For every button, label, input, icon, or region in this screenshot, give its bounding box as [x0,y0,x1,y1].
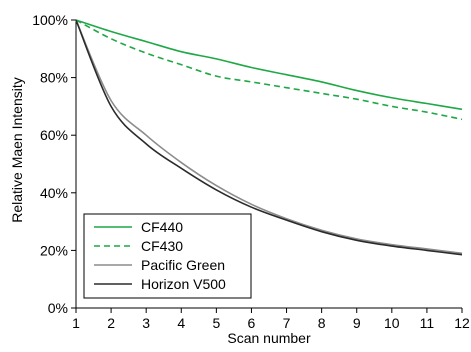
x-tick-label: 2 [107,315,115,331]
y-tick-label: 60% [40,127,68,143]
x-tick-label: 7 [283,315,291,331]
series-line-cf430 [75,19,463,121]
x-axis-title: Scan number [227,330,311,346]
x-tick-label: 12 [454,315,470,331]
x-tick-label: 6 [248,315,256,331]
y-tick-label: 20% [40,242,68,258]
y-tick-label: 0% [48,300,68,316]
x-tick-label: 10 [384,315,400,331]
legend: CF440 CF430 Pacific Green Horizon V500 [83,213,252,299]
series-line-pacific-green [75,19,463,255]
legend-label-horizon-v500: Horizon V500 [141,276,226,292]
legend-label-pacific-green: Pacific Green [141,257,225,273]
y-tick-label: 40% [40,185,68,201]
y-tick-label: 100% [32,12,68,28]
x-tick-label: 8 [318,315,326,331]
x-tick-label: 9 [353,315,361,331]
series-line-cf440 [75,19,463,111]
legend-label-cf440: CF440 [141,219,183,235]
x-tick-label: 5 [212,315,220,331]
y-axis-title: Relative Maen Intensity [9,77,25,223]
legend-label-cf430: CF430 [141,238,183,254]
x-tick-label: 3 [142,315,150,331]
series-layer [75,19,463,256]
x-tick-label: 1 [72,315,80,331]
x-tick-label: 4 [177,315,185,331]
series-line-horizon-v500 [75,19,463,256]
y-tick-label: 80% [40,70,68,86]
x-tick-label: 11 [420,315,435,331]
ticks-layer: 0%20%40%60%80%100%1 2 3 4 5 6 7 8 9 10 11 12 [32,12,470,331]
axes-layer [75,20,462,309]
